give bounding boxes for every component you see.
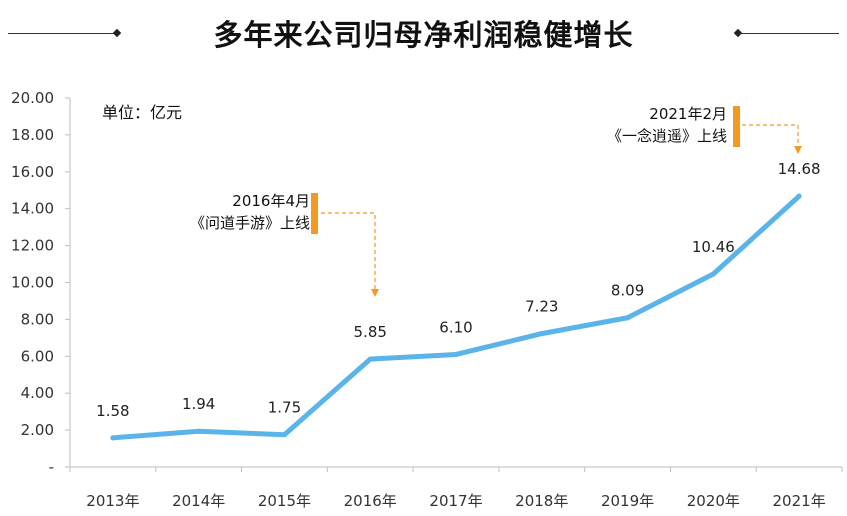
data-point bbox=[367, 356, 373, 362]
data-point bbox=[110, 435, 116, 441]
annotation-2021-date: 2021年2月 bbox=[649, 105, 727, 123]
title-rule-right bbox=[739, 33, 839, 34]
x-tick-label: 2017年 bbox=[429, 492, 482, 510]
data-point bbox=[710, 271, 716, 277]
x-tick-label: 2014年 bbox=[172, 492, 225, 510]
data-point bbox=[625, 315, 631, 321]
data-label: 10.46 bbox=[692, 238, 735, 256]
data-label: 14.68 bbox=[778, 160, 821, 178]
annotation-2016-bar bbox=[311, 193, 318, 234]
x-tick-label: 2019年 bbox=[601, 492, 654, 510]
y-tick-label: 10.00 bbox=[11, 274, 54, 292]
chart-title: 多年来公司归母净利润稳健增长 bbox=[213, 18, 634, 52]
data-label: 6.10 bbox=[439, 318, 472, 336]
y-tick-label: 20.00 bbox=[11, 89, 54, 107]
series-group: 1.58 1.94 1.75 5.85 6.10 7.23 8.09 10.46 14.68 bbox=[96, 160, 821, 441]
annotation-2021-text: 《一念逍遥》上线 bbox=[606, 127, 727, 145]
x-tick-label: 2021年 bbox=[773, 492, 826, 510]
data-label: 8.09 bbox=[611, 282, 644, 300]
annotation-2021: 2021年2月 《一念逍遥》上线 bbox=[607, 103, 727, 147]
data-label: 1.58 bbox=[96, 402, 129, 420]
y-tick-label: 4.00 bbox=[21, 384, 54, 402]
axes-group: - 2.00 4.00 6.00 8.00 10.00 12.00 14.00 16.00 18.… bbox=[11, 89, 843, 510]
x-tick-label: 2016年 bbox=[344, 492, 397, 510]
data-label: 7.23 bbox=[525, 298, 558, 316]
y-tick-label: 2.00 bbox=[21, 421, 54, 439]
unit-label: 单位：亿元 bbox=[102, 103, 183, 122]
data-point bbox=[196, 428, 202, 434]
data-point bbox=[281, 432, 287, 438]
y-tick-label: 18.00 bbox=[11, 126, 54, 144]
data-point bbox=[796, 193, 802, 199]
data-label: 1.75 bbox=[268, 399, 301, 417]
y-tick-label: 12.00 bbox=[11, 237, 54, 255]
y-tick-label: - bbox=[49, 458, 54, 476]
y-tick-label: 8.00 bbox=[21, 310, 54, 328]
annotation-2016: 2016年4月 《问道手游》上线 bbox=[190, 190, 310, 234]
annotation-arrow-2021-head bbox=[794, 146, 802, 154]
annotation-arrow-2016-head bbox=[371, 289, 379, 297]
x-tick-label: 2015年 bbox=[258, 492, 311, 510]
data-label: 1.94 bbox=[182, 395, 215, 413]
y-tick-label: 16.00 bbox=[11, 163, 54, 181]
x-tick-label: 2013年 bbox=[86, 492, 139, 510]
title-rule-left bbox=[8, 33, 116, 34]
annotation-2021-bar bbox=[733, 106, 740, 147]
annotation-arrows bbox=[321, 124, 802, 297]
annotation-arrow-2021 bbox=[742, 124, 799, 147]
annotation-arrow-2016 bbox=[321, 212, 376, 290]
data-point bbox=[539, 331, 545, 337]
data-point bbox=[453, 351, 459, 357]
x-tick-label: 2020年 bbox=[687, 492, 740, 510]
x-tick-label: 2018年 bbox=[515, 492, 568, 510]
y-tick-label: 6.00 bbox=[21, 347, 54, 365]
y-tick-label: 14.00 bbox=[11, 200, 54, 218]
data-label: 5.85 bbox=[354, 323, 387, 341]
annotation-2016-text: 《问道手游》上线 bbox=[189, 214, 310, 232]
annotation-2016-date: 2016年4月 bbox=[232, 192, 310, 210]
